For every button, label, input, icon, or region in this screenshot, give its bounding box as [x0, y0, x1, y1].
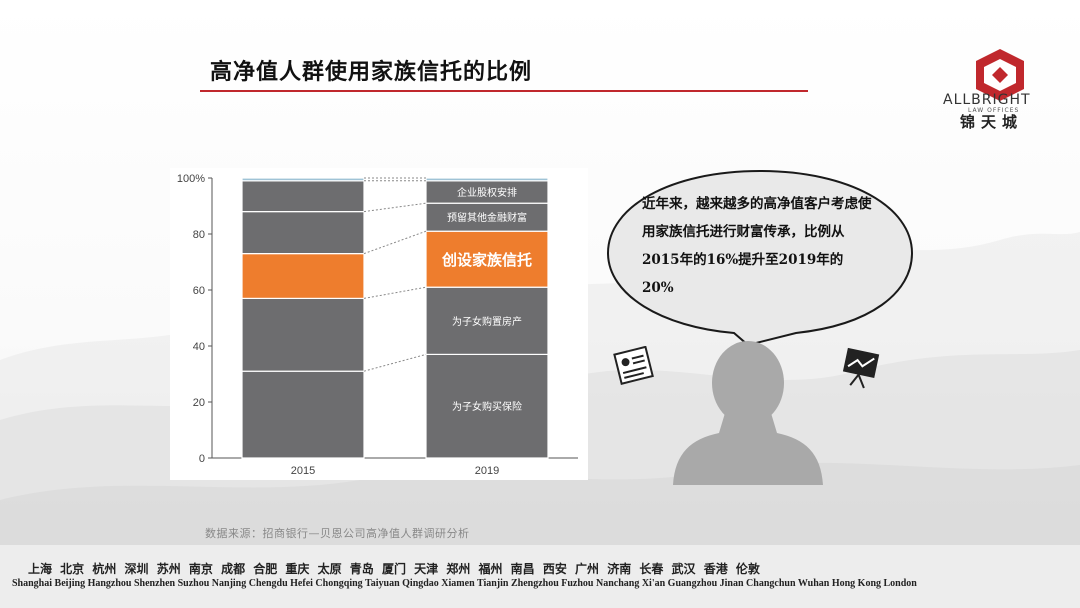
profile-card-icon [613, 346, 654, 385]
office-cities-english: Shanghai Beijing Hangzhou Shenzhen Suzho… [12, 578, 917, 589]
bar-segment [241, 297, 365, 372]
bar-segment [241, 210, 365, 255]
bar-segment [425, 202, 549, 232]
title-underline [200, 90, 808, 92]
y-tick-label: 60 [193, 285, 205, 297]
connector-line [363, 286, 427, 299]
chart-panel: 0 20 40 60 80 100% 2015 为子女购买保险 为子女购置房产 创设家族信托 预留其… [170, 168, 588, 480]
speech-bubble [606, 169, 914, 347]
bar-segment [241, 180, 365, 213]
slide-title: 高净值人群使用家族信托的比例 [210, 59, 533, 85]
segment-label: 为子女购买保险 [452, 400, 522, 413]
x-tick-label: 2019 [475, 465, 499, 477]
person-silhouette-icon [673, 341, 823, 485]
bubble-text: 近年来，越来越多的高净值客户考虑使用家族信托进行财富传承，比例从2015年的16… [642, 196, 872, 296]
y-tick-label: 20 [193, 397, 205, 409]
office-cities-chinese: 上海 北京 杭州 深圳 苏州 南京 成都 合肥 重庆 太原 青岛 厦门 天津 郑… [28, 562, 760, 576]
y-tick-label: 80 [193, 229, 205, 241]
connector-line [363, 230, 427, 255]
x-tick-label: 2015 [291, 465, 315, 477]
y-tick-label: 100% [177, 173, 205, 185]
segment-label: 预留其他金融财富 [447, 211, 527, 224]
connector-line [363, 353, 427, 372]
presentation-chart-icon [842, 347, 880, 389]
bar-segment [241, 177, 365, 182]
logo-name: ALLBRIGHT [943, 92, 1031, 108]
bar-segment [241, 370, 365, 459]
bar-segment [425, 286, 549, 355]
bar-segment [425, 353, 549, 459]
logo-subtitle: LAW OFFICES [968, 107, 1020, 114]
data-source-note: 数据来源：招商银行—贝恩公司高净值人群调研分析 [205, 527, 470, 540]
y-tick-label: 0 [199, 453, 205, 465]
segment-label: 创设家族信托 [441, 251, 532, 269]
segment-label: 企业股权安排 [457, 186, 517, 199]
y-tick-label: 40 [193, 341, 205, 353]
connector-line [363, 202, 427, 213]
allbright-logo-icon [976, 49, 1024, 101]
bar-segment [425, 230, 549, 288]
segment-label: 为子女购置房产 [452, 315, 522, 328]
bar-segment [425, 177, 549, 182]
bar-segment [241, 252, 365, 299]
logo-chinese-name: 锦天城 [960, 113, 1024, 131]
